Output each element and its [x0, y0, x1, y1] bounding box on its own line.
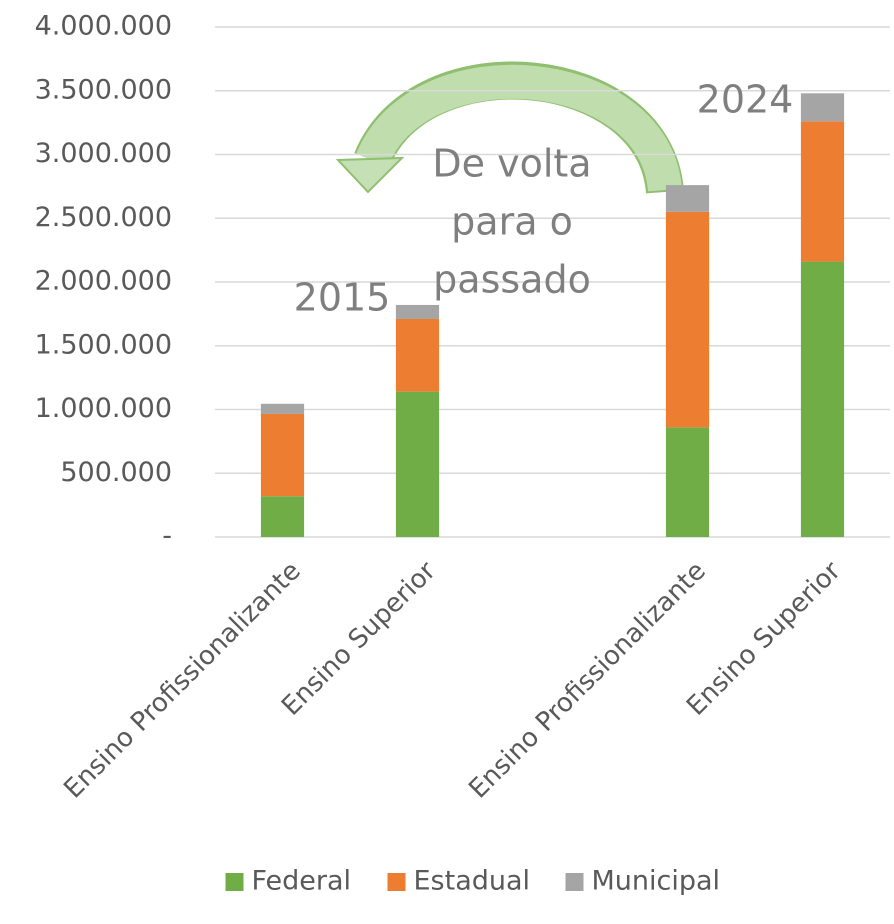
bar-segment — [395, 391, 440, 537]
grid — [215, 26, 890, 538]
annotation: 2015 — [294, 276, 391, 320]
annotation: De volta — [432, 142, 591, 186]
bar-segment — [665, 185, 710, 212]
y-tick-label: 2.500.000 — [35, 202, 172, 233]
legend-label: Municipal — [592, 866, 721, 897]
bar-segment — [260, 403, 305, 414]
bar-segment — [665, 427, 710, 537]
y-tick-label: 500.000 — [60, 457, 172, 488]
legend-swatch — [387, 873, 406, 891]
arrow-body — [356, 64, 682, 193]
y-tick-label: 3.000.000 — [35, 138, 172, 169]
legend-label: Federal — [252, 866, 352, 897]
x-tick-label: Ensino Profissionalizante — [463, 556, 711, 804]
x-tick-label: Ensino Profissionalizante — [58, 556, 306, 804]
annotation: passado — [433, 258, 591, 302]
bar-segment — [260, 496, 305, 537]
arrow — [335, 61, 684, 195]
legend-swatch — [225, 873, 244, 891]
bar-segment — [395, 304, 440, 319]
legend-swatch — [565, 873, 584, 891]
annotation: para o — [451, 200, 573, 244]
bar-segment — [395, 318, 440, 392]
bar-segment — [665, 211, 710, 428]
annotation: 2024 — [697, 78, 794, 122]
legend-label: Estadual — [414, 866, 531, 897]
y-tick-label: 1.000.000 — [35, 393, 172, 424]
y-tick-label: 1.500.000 — [35, 329, 172, 360]
bar-segment — [800, 93, 845, 122]
y-tick-label: - — [162, 521, 172, 552]
bar-segment — [260, 413, 305, 497]
bar-segment — [800, 261, 845, 537]
y-tick-label: 2.000.000 — [35, 266, 172, 297]
arrow-head — [335, 156, 405, 194]
y-tick-label: 3.500.000 — [35, 74, 172, 105]
bar-segment — [800, 121, 845, 262]
y-tick-label: 4.000.000 — [35, 11, 172, 42]
